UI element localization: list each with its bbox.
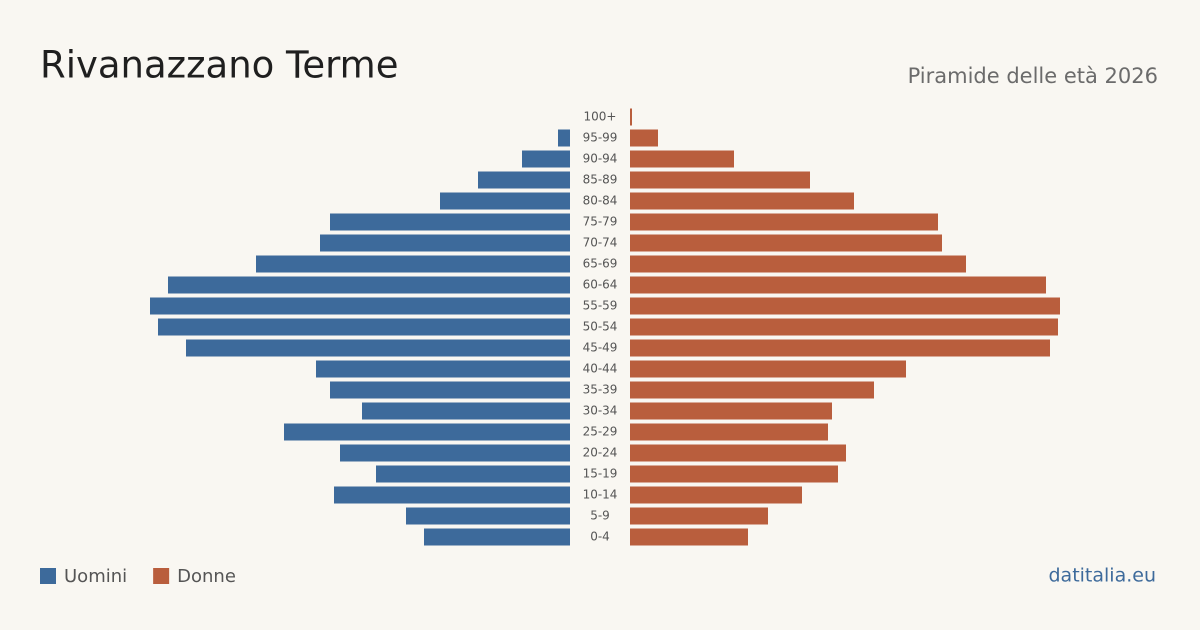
female-bar: [630, 318, 1058, 336]
female-bar: [630, 213, 938, 231]
age-label: 95-99: [583, 131, 618, 145]
female-bar: [630, 444, 846, 462]
male-bar: [256, 255, 570, 273]
age-label: 45-49: [583, 341, 618, 355]
male-bar: [168, 276, 570, 294]
male-bar: [316, 360, 570, 378]
female-bar: [630, 507, 768, 525]
male-bar: [478, 171, 570, 189]
female-bar: [630, 192, 854, 210]
male-bar: [558, 129, 570, 147]
male-bar: [376, 465, 570, 483]
female-bar: [630, 423, 828, 441]
female-bar: [630, 381, 874, 399]
legend-label: Donne: [177, 566, 236, 587]
female-bar: [630, 402, 832, 420]
female-bar: [630, 360, 906, 378]
age-label: 65-69: [583, 257, 618, 271]
male-bar: [424, 528, 570, 546]
female-bar: [630, 276, 1046, 294]
female-bar: [630, 171, 810, 189]
male-bar: [522, 150, 570, 168]
female-bar: [630, 234, 942, 252]
age-label: 10-14: [583, 488, 618, 502]
chart-subtitle: Piramide delle età 2026: [908, 64, 1158, 88]
male-bar: [340, 444, 570, 462]
age-label: 15-19: [583, 467, 618, 481]
age-label: 80-84: [583, 194, 618, 208]
age-label: 70-74: [583, 236, 618, 250]
male-bar: [440, 192, 570, 210]
age-label: 55-59: [583, 299, 618, 313]
age-label: 40-44: [583, 362, 618, 376]
male-bar: [334, 486, 570, 504]
age-label: 35-39: [583, 383, 618, 397]
age-label: 25-29: [583, 425, 618, 439]
age-label: 100+: [584, 110, 617, 124]
male-bar: [362, 402, 570, 420]
chart-title: Rivanazzano Terme: [40, 44, 399, 87]
male-bar: [320, 234, 570, 252]
female-bar: [630, 129, 658, 147]
female-bar: [630, 528, 748, 546]
age-label: 5-9: [590, 509, 610, 523]
legend-swatch: [153, 568, 170, 584]
female-bar: [630, 486, 802, 504]
age-label: 75-79: [583, 215, 618, 229]
male-bar: [150, 297, 570, 315]
legend-label: Uomini: [64, 566, 127, 587]
male-bar: [186, 339, 570, 357]
male-bar: [284, 423, 570, 441]
age-label: 85-89: [583, 173, 618, 187]
age-label: 60-64: [583, 278, 618, 292]
legend-swatch: [40, 568, 56, 584]
source: datitalia.eu: [1049, 565, 1157, 587]
female-bar: [630, 465, 838, 483]
male-bar: [158, 318, 570, 336]
female-bar: [630, 150, 734, 168]
age-label: 90-94: [583, 152, 618, 166]
female-bar: [630, 255, 966, 273]
age-label: 20-24: [583, 446, 618, 460]
female-bar: [630, 297, 1060, 315]
age-label: 50-54: [583, 320, 618, 334]
female-bar: [630, 339, 1050, 357]
male-bar: [330, 381, 570, 399]
age-label: 0-4: [590, 530, 610, 544]
age-label: 30-34: [583, 404, 618, 418]
male-bar: [406, 507, 570, 525]
female-bar: [630, 108, 632, 126]
male-bar: [330, 213, 570, 231]
